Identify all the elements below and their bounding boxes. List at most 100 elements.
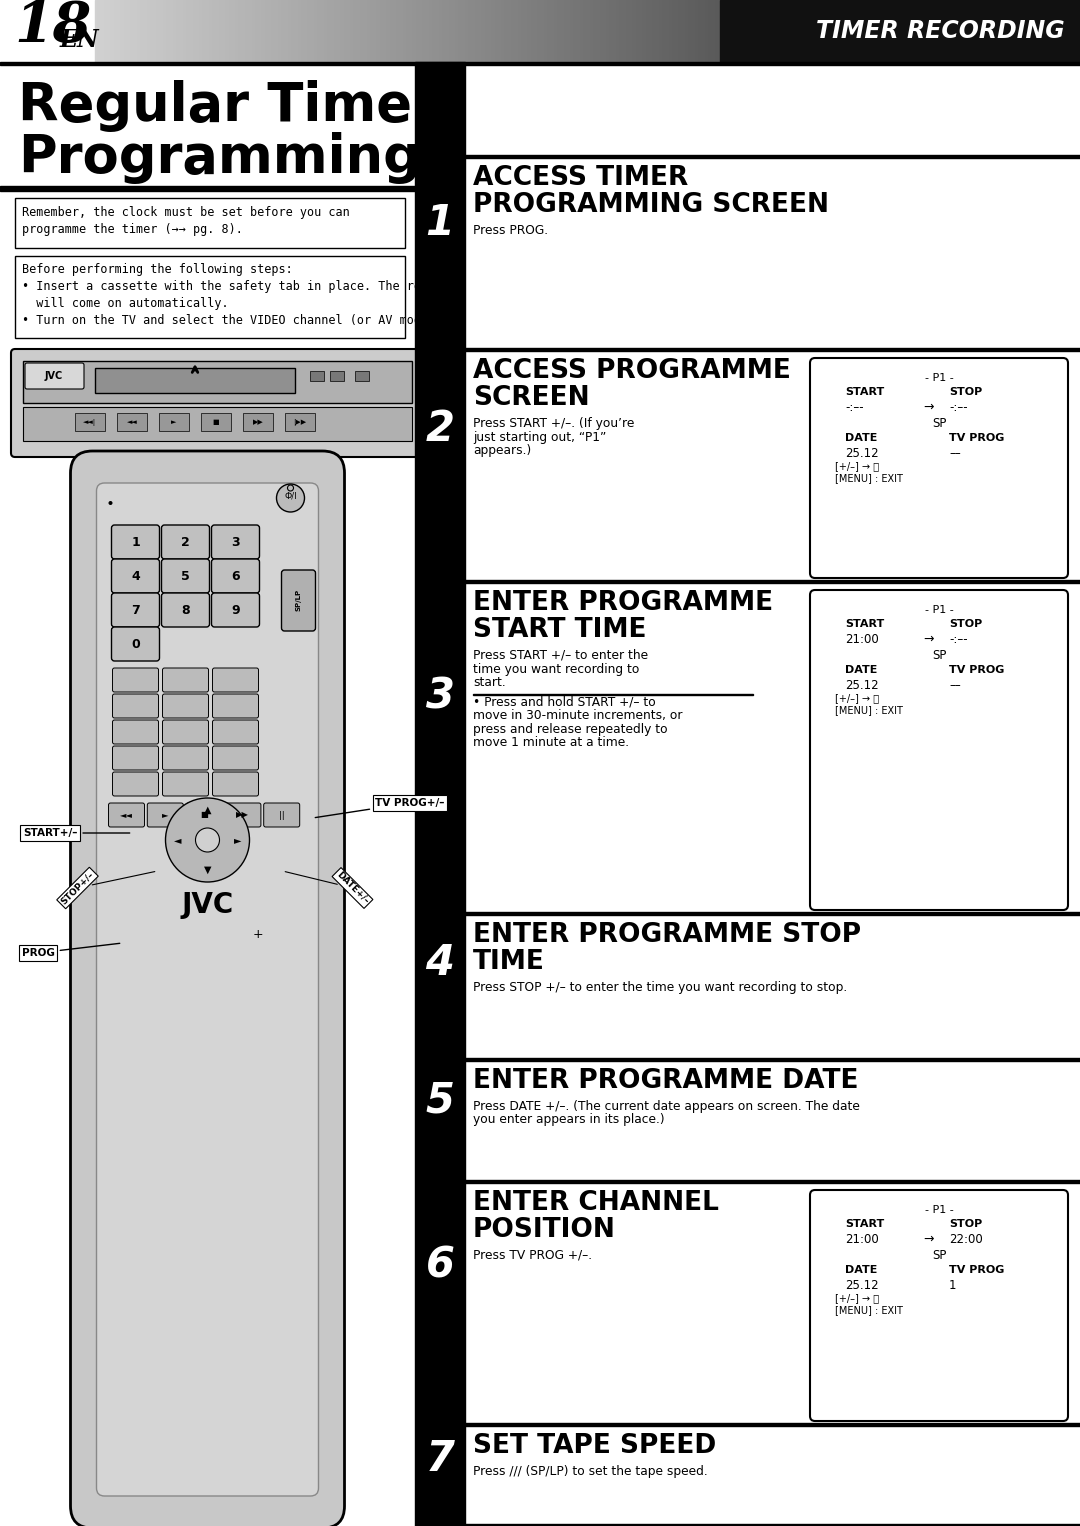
Bar bbox=[866, 0, 870, 63]
Bar bbox=[732, 0, 737, 63]
Bar bbox=[552, 0, 556, 63]
Text: • Press and hold START +/– to: • Press and hold START +/– to bbox=[473, 696, 656, 708]
Bar bbox=[890, 0, 894, 63]
Text: ▲: ▲ bbox=[204, 806, 212, 815]
Bar bbox=[420, 0, 424, 63]
Text: START: START bbox=[845, 388, 885, 397]
Bar bbox=[137, 0, 141, 63]
Bar bbox=[357, 0, 362, 63]
FancyBboxPatch shape bbox=[112, 668, 159, 691]
Text: STOP: STOP bbox=[949, 1219, 982, 1228]
FancyBboxPatch shape bbox=[112, 720, 159, 745]
Text: move 1 minute at a time.: move 1 minute at a time. bbox=[473, 736, 630, 749]
Text: • Turn on the TV and select the VIDEO channel (or AV mode).: • Turn on the TV and select the VIDEO ch… bbox=[22, 314, 443, 327]
Text: ––: –– bbox=[949, 447, 961, 459]
Bar bbox=[269, 0, 273, 63]
Bar bbox=[154, 0, 159, 63]
Bar bbox=[584, 0, 589, 63]
FancyBboxPatch shape bbox=[212, 525, 259, 559]
Text: Ф/I: Ф/I bbox=[284, 491, 297, 501]
Bar bbox=[726, 0, 730, 63]
Bar bbox=[1054, 0, 1058, 63]
Bar bbox=[683, 0, 687, 63]
Bar bbox=[666, 0, 671, 63]
Text: START TIME: START TIME bbox=[473, 617, 647, 642]
Bar bbox=[75, 414, 105, 430]
Bar bbox=[335, 0, 339, 63]
Text: PROG: PROG bbox=[22, 943, 120, 958]
Text: DATE+/–: DATE+/– bbox=[285, 870, 370, 906]
Bar bbox=[929, 0, 933, 63]
Bar bbox=[272, 0, 276, 63]
Bar bbox=[610, 0, 615, 63]
Bar bbox=[246, 0, 251, 63]
FancyBboxPatch shape bbox=[225, 803, 261, 827]
Bar bbox=[440, 0, 444, 63]
Bar bbox=[991, 0, 996, 63]
Bar bbox=[249, 0, 254, 63]
FancyBboxPatch shape bbox=[162, 594, 210, 627]
Bar bbox=[988, 0, 993, 63]
Bar bbox=[23, 362, 411, 403]
Bar bbox=[377, 0, 381, 63]
Bar bbox=[414, 0, 418, 63]
FancyBboxPatch shape bbox=[162, 720, 208, 745]
Bar bbox=[433, 0, 437, 63]
Text: Programming: Programming bbox=[18, 133, 421, 185]
Bar bbox=[298, 0, 302, 63]
Bar bbox=[626, 0, 631, 63]
Bar bbox=[201, 414, 231, 430]
Bar bbox=[818, 0, 822, 63]
Bar bbox=[118, 0, 122, 63]
Bar bbox=[998, 0, 1002, 63]
Bar bbox=[159, 414, 189, 430]
Bar bbox=[184, 0, 188, 63]
Text: Press START +/– to enter the: Press START +/– to enter the bbox=[473, 649, 648, 662]
Bar bbox=[465, 0, 470, 63]
Text: 8: 8 bbox=[181, 603, 190, 617]
Text: 21:00: 21:00 bbox=[845, 1233, 879, 1247]
Bar bbox=[505, 0, 510, 63]
Bar bbox=[951, 0, 956, 63]
Bar bbox=[0, 186, 415, 191]
Bar bbox=[496, 0, 500, 63]
Bar bbox=[801, 0, 806, 63]
Bar bbox=[575, 0, 579, 63]
Bar bbox=[473, 0, 477, 63]
Bar bbox=[407, 0, 411, 63]
Bar bbox=[309, 0, 313, 63]
Bar bbox=[893, 0, 897, 63]
Bar bbox=[288, 0, 293, 63]
Text: ◄◄|: ◄◄| bbox=[83, 418, 96, 426]
Text: you enter appears in its place.): you enter appears in its place.) bbox=[473, 1114, 664, 1126]
Bar bbox=[187, 0, 191, 63]
Bar bbox=[499, 0, 503, 63]
Bar bbox=[565, 0, 569, 63]
FancyBboxPatch shape bbox=[213, 746, 258, 771]
Text: -:–-: -:–- bbox=[949, 633, 968, 645]
Bar bbox=[1057, 0, 1062, 63]
Bar bbox=[322, 0, 326, 63]
Bar bbox=[660, 0, 664, 63]
Bar bbox=[1061, 0, 1065, 63]
Bar bbox=[562, 0, 566, 63]
Text: Regular Timer: Regular Timer bbox=[18, 79, 437, 133]
Bar bbox=[0, 63, 1080, 66]
Text: TV PROG: TV PROG bbox=[949, 433, 1004, 443]
Bar bbox=[935, 0, 940, 63]
Bar bbox=[723, 0, 727, 63]
Bar bbox=[345, 0, 349, 63]
FancyBboxPatch shape bbox=[147, 803, 184, 827]
Bar bbox=[108, 0, 112, 63]
Bar bbox=[266, 0, 270, 63]
Bar bbox=[869, 0, 874, 63]
Bar bbox=[982, 0, 986, 63]
FancyBboxPatch shape bbox=[112, 694, 159, 719]
Bar bbox=[256, 0, 260, 63]
Bar bbox=[1030, 0, 1035, 63]
Text: 1: 1 bbox=[949, 1279, 957, 1293]
Bar bbox=[279, 0, 283, 63]
Bar bbox=[1024, 0, 1028, 63]
Text: Press /// (SP/LP) to set the tape speed.: Press /// (SP/LP) to set the tape speed. bbox=[473, 1465, 707, 1479]
Bar bbox=[131, 0, 135, 63]
